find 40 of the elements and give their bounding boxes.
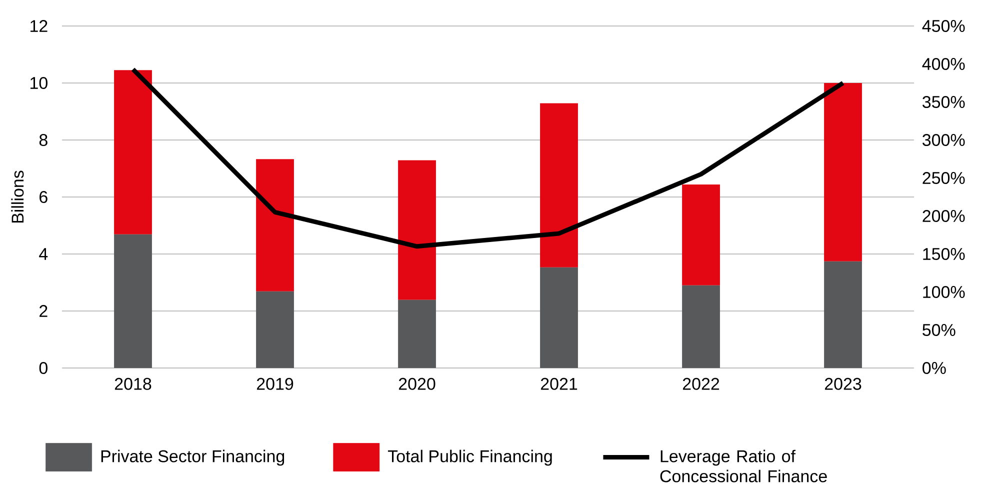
y2-tick-label: 200% [922, 210, 965, 222]
x-tick-label: 2018 [114, 378, 152, 390]
bar [114, 70, 152, 234]
legend-label: Private Sector Financing [101, 450, 284, 466]
y2-tick-label: 250% [922, 172, 965, 184]
bar [824, 261, 862, 368]
bar [540, 103, 578, 268]
bar [114, 234, 152, 368]
y-axis-title: Billions [11, 170, 24, 223]
x-tick-label: 2019 [256, 378, 294, 390]
bar [682, 184, 720, 286]
bar [824, 82, 862, 262]
y-tick-label: 2 [40, 305, 48, 317]
bar [540, 267, 578, 368]
y-tick-label: 0 [39, 362, 48, 374]
y2-tick-label: 100% [923, 286, 965, 298]
y-tick-label: 6 [40, 190, 48, 204]
y2-tick-label: 350% [922, 96, 965, 108]
bar [256, 159, 294, 292]
y2-tick-label: 150% [923, 248, 965, 260]
x-tick-label: 2021 [540, 378, 578, 390]
y2-tick-label: 0% [922, 362, 946, 374]
x-tick-label: 2022 [682, 378, 720, 390]
bar [398, 160, 436, 300]
legend-label: Leverage Ratio of Concessional Finance [660, 450, 827, 482]
y-tick-label: 8 [39, 134, 48, 146]
bar [398, 300, 436, 368]
y2-tick-label: 50% [922, 324, 956, 336]
x-tick-label: 2020 [398, 378, 436, 390]
y-tick-label: 4 [39, 248, 48, 260]
y2-tick-label: 300% [922, 134, 965, 146]
y2-tick-label: 400% [922, 58, 965, 70]
y-tick-label: 12 [30, 20, 48, 32]
line-series [130, 67, 846, 249]
y-tick-label: 10 [30, 76, 48, 90]
legend-label: Total Public Financing [388, 450, 552, 466]
bar [256, 291, 294, 368]
bar [682, 285, 720, 368]
y2-tick-label: 450% [922, 20, 965, 32]
x-tick-label: 2023 [824, 378, 862, 390]
